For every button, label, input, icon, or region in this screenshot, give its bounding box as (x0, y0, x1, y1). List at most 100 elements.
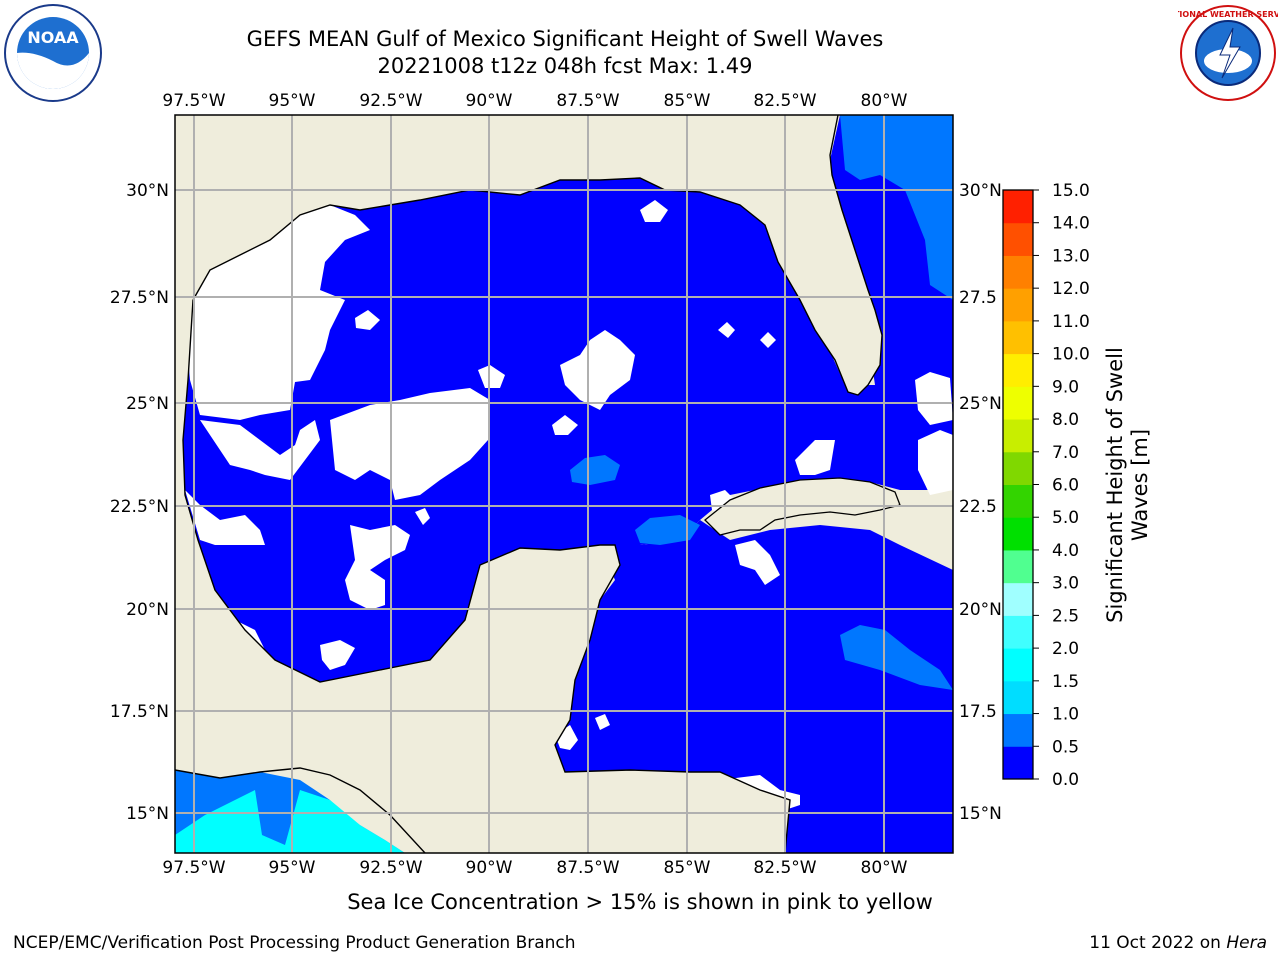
lat-label: 15°N (959, 804, 1002, 824)
lon-label: 87.5°W (556, 91, 619, 111)
colorbar-tick-label: 14.0 (1052, 214, 1090, 234)
mexico-texas-land (175, 115, 640, 700)
land-masses (175, 115, 953, 853)
colorbar-label-line1: Significant Height of Swell (1103, 347, 1127, 623)
lon-label: 87.5°W (556, 858, 619, 878)
lon-label: 80°W (861, 91, 908, 111)
colorbar-segment (1003, 615, 1033, 649)
graticule (175, 115, 953, 853)
lat-label: 20°N (959, 600, 1002, 620)
colorbar-tick-label: 9.0 (1052, 377, 1079, 397)
colorbar-tick-label: 6.0 (1052, 476, 1079, 496)
colorbar-segment (1003, 549, 1033, 584)
lon-label: 97.5°W (162, 858, 225, 878)
colorbar-segment (1003, 255, 1033, 289)
colorbar-label-line2: Waves [m] (1128, 428, 1152, 542)
caribbean-ocean (555, 520, 953, 853)
run-date-text: 11 Oct 2022 on (1089, 933, 1227, 953)
colorbar-segment (1003, 288, 1033, 322)
colorbar-tick-label: 4.0 (1052, 541, 1079, 561)
colorbar: 0.0 0.5 1.0 1.5 2.0 2.5 3.0 4.0 5.0 6.0 7.0 8.0 9.0 1… (1002, 181, 1090, 790)
colorbar-segment (1003, 419, 1033, 453)
plot-title: GEFS MEAN Gulf of Mexico Significant Hei… (246, 27, 884, 51)
lon-label: 90°W (466, 858, 513, 878)
colorbar-tick-label: 8.0 (1052, 410, 1079, 430)
lat-label: 17.5°N (110, 702, 169, 722)
colorbar-segment (1003, 451, 1033, 485)
colorbar-label: Significant Height of Swell Waves [m] (1103, 335, 1153, 635)
colorbar-segment (1003, 648, 1033, 682)
colorbar-tick-label: 12.0 (1052, 279, 1090, 299)
lon-labels-bottom: 97.5°W 95°W 92.5°W 90°W 87.5°W 85°W 82.5… (162, 858, 907, 878)
colorbar-segment (1003, 517, 1033, 551)
noaa-logo-text: NOAA (27, 28, 79, 47)
colorbar-tick-label: 11.0 (1052, 312, 1090, 332)
lon-label: 97.5°W (162, 91, 225, 111)
colorbar-segment (1003, 353, 1033, 387)
colorbar-tick-label: 15.0 (1052, 181, 1090, 201)
colorbar-tick-label: 1.5 (1052, 672, 1079, 692)
lon-label: 80°W (861, 858, 908, 878)
lon-label: 85°W (664, 858, 711, 878)
lat-label: 22.5°N (110, 497, 169, 517)
lat-label: 27.5°N (110, 288, 169, 308)
lon-label: 95°W (269, 858, 316, 878)
florida-land (640, 115, 953, 395)
lat-label: 30°N (126, 181, 169, 201)
lat-label: 30°N (959, 181, 1002, 201)
sea-ice-note: Sea Ice Concentration > 15% is shown in … (347, 890, 933, 914)
colorbar-tick-label: 10.0 (1052, 345, 1090, 365)
run-host: Hera (1226, 933, 1267, 953)
gulf-patch-2 (635, 515, 700, 545)
colorbar-segment (1003, 190, 1033, 224)
colorbar-tick-label: 3.0 (1052, 574, 1079, 594)
colorbar-segment (1003, 222, 1033, 256)
colorbar-segment (1003, 582, 1033, 616)
colorbar-segment (1003, 746, 1033, 780)
colorbar-tick-label: 0.5 (1052, 737, 1079, 757)
colorbar-tick-label: 13.0 (1052, 246, 1090, 266)
lat-labels-right: 30°N 27.5 25°N 22.5 20°N 17.5 15°N (959, 181, 1002, 824)
noaa-logo: NOAA (4, 4, 102, 102)
yucatan-land (175, 545, 790, 853)
map-frame (174, 114, 954, 854)
lon-labels-top: 97.5°W 95°W 92.5°W 90°W 87.5°W 85°W 82.5… (162, 91, 907, 111)
gulf-patch-1 (570, 455, 620, 485)
lat-label: 22.5 (959, 497, 997, 517)
pacific-ocean-cyan (175, 790, 405, 853)
colorbar-tick-label: 2.5 (1052, 606, 1079, 626)
colorbar-segment (1003, 386, 1033, 420)
lon-label: 92.5°W (359, 91, 422, 111)
lat-label: 17.5 (959, 702, 997, 722)
nws-logo: NATIONAL WEATHER SERVICE (1178, 5, 1278, 101)
colorbar-segment (1003, 713, 1033, 747)
carib-patch (840, 625, 953, 690)
lat-label: 27.5 (959, 288, 997, 308)
lat-label: 15°N (126, 804, 169, 824)
lat-label: 25°N (126, 394, 169, 414)
lon-label: 85°W (664, 91, 711, 111)
lat-label: 20°N (126, 600, 169, 620)
colorbar-tick-label: 1.0 (1052, 705, 1079, 725)
coastlines (175, 115, 883, 853)
lat-label: 25°N (959, 394, 1002, 414)
colorbar-tick-label: 7.0 (1052, 443, 1079, 463)
colorbar-segment (1003, 680, 1033, 715)
lon-label: 90°W (466, 91, 513, 111)
run-date: 11 Oct 2022 on Hera (1089, 933, 1267, 953)
nws-logo-text: NATIONAL WEATHER SERVICE (1178, 10, 1278, 19)
colorbar-tick-label: 5.0 (1052, 508, 1079, 528)
lon-label: 82.5°W (753, 858, 816, 878)
lon-label: 82.5°W (753, 91, 816, 111)
map-area (175, 115, 953, 853)
credit-text: NCEP/EMC/Verification Post Processing Pr… (13, 933, 576, 953)
plot-subtitle: 20221008 t12z 048h fcst Max: 1.49 (377, 54, 753, 78)
colorbar-segment (1003, 320, 1033, 355)
lon-label: 95°W (269, 91, 316, 111)
atlantic-patch (840, 115, 953, 300)
colorbar-tick-label: 0.0 (1052, 770, 1079, 790)
colorbar-segment (1003, 484, 1033, 518)
colorbar-tick-label: 2.0 (1052, 639, 1079, 659)
lon-label: 92.5°W (359, 858, 422, 878)
